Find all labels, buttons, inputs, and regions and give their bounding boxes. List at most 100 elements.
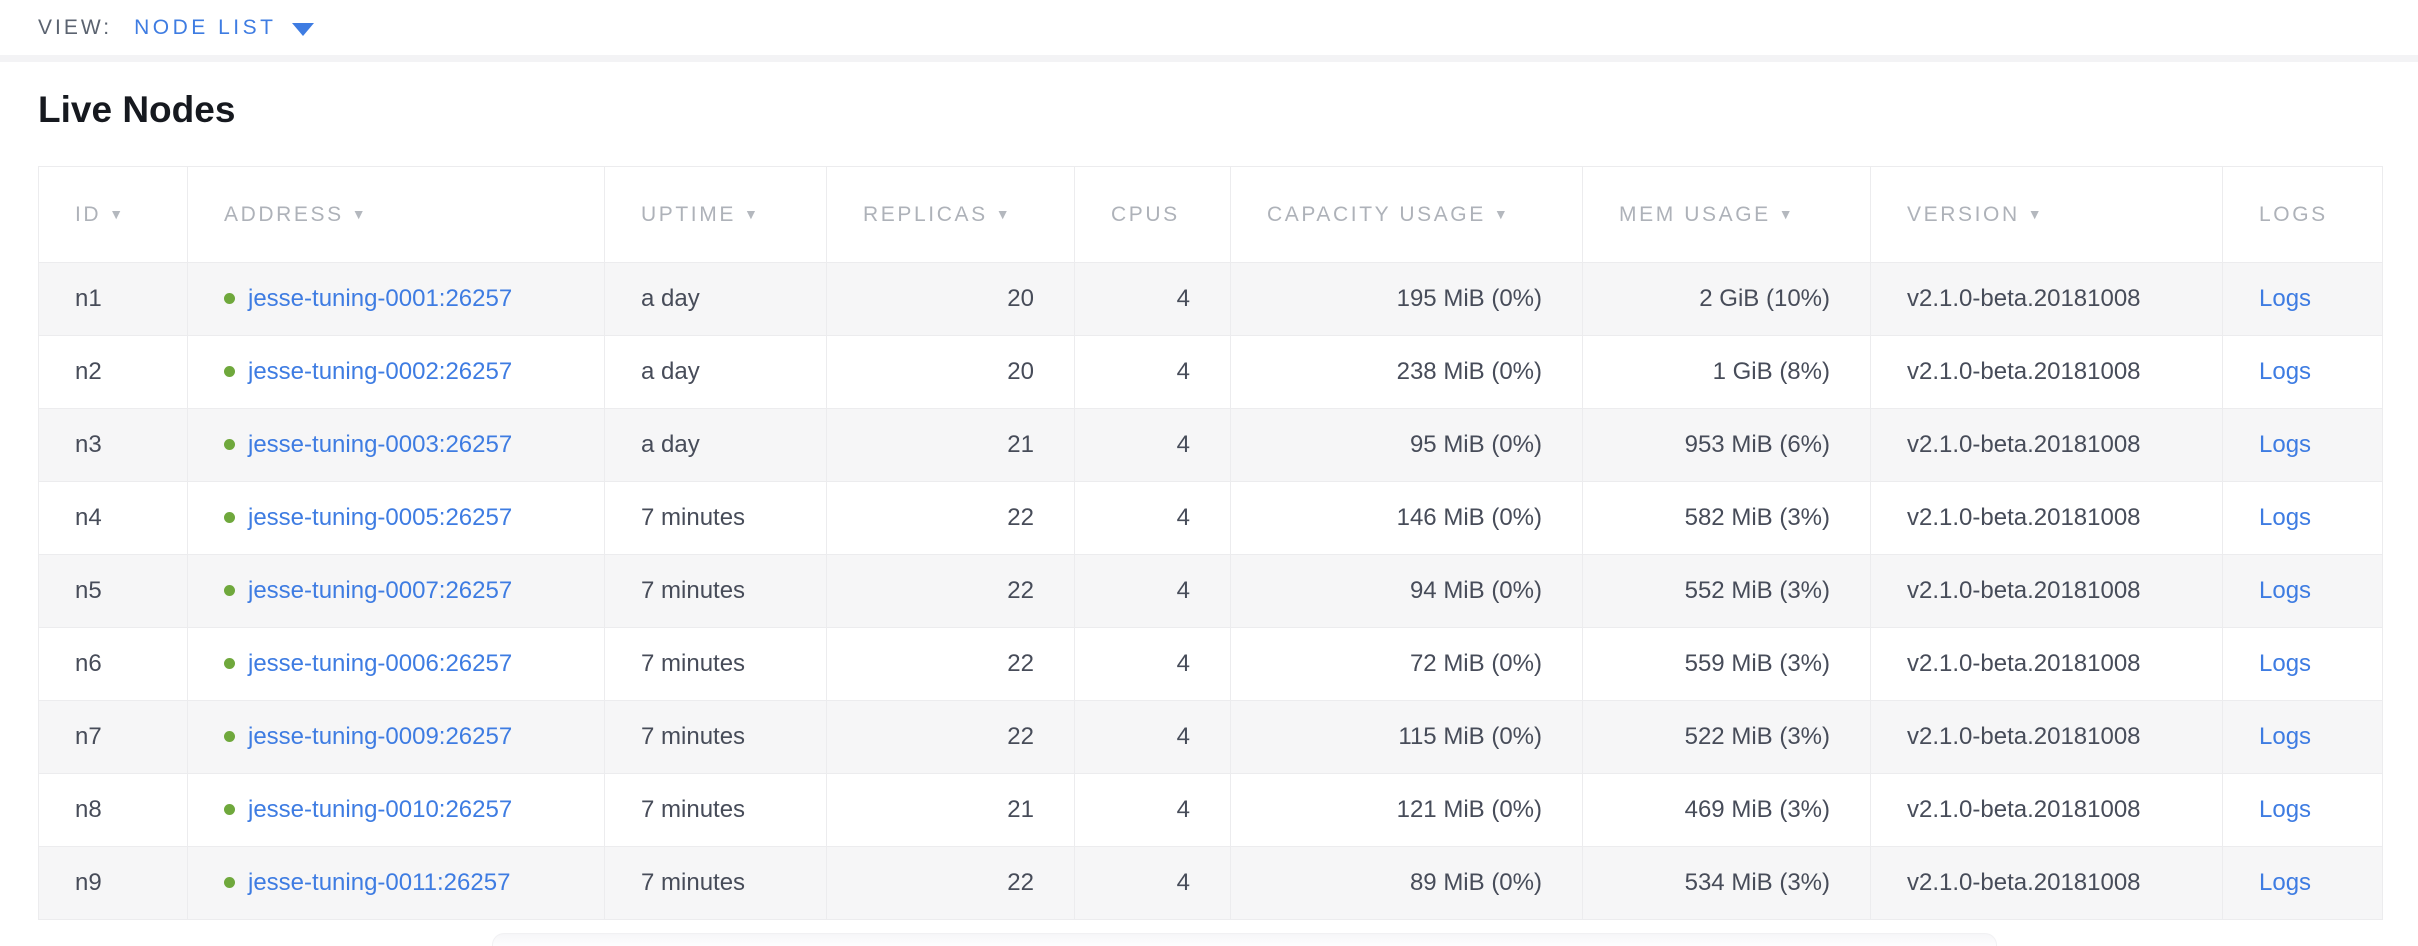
node-version-cell: v2.1.0-beta.20181008 xyxy=(1870,700,2223,774)
node-address-cell: jesse-tuning-0011:26257 xyxy=(187,846,605,920)
sort-desc-icon: ▼ xyxy=(1493,205,1511,222)
node-row: n2 jesse-tuning-0002:26257 a day 20 4 23… xyxy=(38,335,2383,409)
node-live-status-icon xyxy=(224,293,235,304)
node-address-link[interactable]: jesse-tuning-0009:26257 xyxy=(248,723,513,750)
column-header-label: ADDRESS xyxy=(224,202,344,226)
node-cpus-cell: 4 xyxy=(1074,408,1231,482)
column-header-label: CAPACITY USAGE xyxy=(1267,202,1486,226)
node-mem-cell: 522 MiB (3%) xyxy=(1582,700,1871,774)
node-logs-link[interactable]: Logs xyxy=(2259,285,2312,312)
sort-desc-icon: ▼ xyxy=(351,205,369,222)
column-header-label: MEM USAGE xyxy=(1619,202,1771,226)
column-header-uptime[interactable]: UPTIME ▼ xyxy=(604,166,827,263)
node-replicas-cell: 20 xyxy=(826,335,1075,409)
node-id-cell: n3 xyxy=(38,408,188,482)
node-mem-cell: 953 MiB (6%) xyxy=(1582,408,1871,482)
node-id-cell: n1 xyxy=(38,262,188,336)
live-nodes-table: ID ▼ ADDRESS ▼ UPTIME ▼ REPLICAS ▼ CPUS CAPA… xyxy=(38,166,2383,920)
node-cpus-cell: 4 xyxy=(1074,700,1231,774)
node-logs-cell: Logs xyxy=(2222,773,2383,847)
node-mem-cell: 2 GiB (10%) xyxy=(1582,262,1871,336)
node-id-cell: n8 xyxy=(38,773,188,847)
node-replicas-cell: 22 xyxy=(826,481,1075,555)
sort-desc-icon: ▼ xyxy=(995,205,1013,222)
node-address-link[interactable]: jesse-tuning-0010:26257 xyxy=(248,796,513,823)
node-cpus-cell: 4 xyxy=(1074,846,1231,920)
next-section-peek xyxy=(492,933,1997,946)
node-mem-cell: 534 MiB (3%) xyxy=(1582,846,1871,920)
node-id-cell: n7 xyxy=(38,700,188,774)
column-header-address[interactable]: ADDRESS ▼ xyxy=(187,166,605,263)
node-logs-cell: Logs xyxy=(2222,627,2383,701)
column-header-replicas[interactable]: REPLICAS ▼ xyxy=(826,166,1075,263)
node-address-cell: jesse-tuning-0005:26257 xyxy=(187,481,605,555)
column-header-version[interactable]: VERSION ▼ xyxy=(1870,166,2223,263)
sort-desc-icon: ▼ xyxy=(109,205,126,222)
node-capacity-cell: 72 MiB (0%) xyxy=(1230,627,1583,701)
node-cpus-cell: 4 xyxy=(1074,262,1231,336)
node-address-link[interactable]: jesse-tuning-0011:26257 xyxy=(248,869,511,896)
node-address-link[interactable]: jesse-tuning-0007:26257 xyxy=(248,577,513,604)
node-id-cell: n2 xyxy=(38,335,188,409)
node-uptime-cell: 7 minutes xyxy=(604,627,827,701)
node-row: n3 jesse-tuning-0003:26257 a day 21 4 95… xyxy=(38,408,2383,482)
node-address-cell: jesse-tuning-0003:26257 xyxy=(187,408,605,482)
node-uptime-cell: 7 minutes xyxy=(604,846,827,920)
node-address-cell: jesse-tuning-0010:26257 xyxy=(187,773,605,847)
node-logs-cell: Logs xyxy=(2222,262,2383,336)
node-logs-cell: Logs xyxy=(2222,335,2383,409)
node-uptime-cell: a day xyxy=(604,408,827,482)
node-uptime-cell: a day xyxy=(604,262,827,336)
node-capacity-cell: 146 MiB (0%) xyxy=(1230,481,1583,555)
column-header-id[interactable]: ID ▼ xyxy=(38,166,188,263)
node-id-cell: n9 xyxy=(38,846,188,920)
node-logs-link[interactable]: Logs xyxy=(2259,796,2312,823)
node-capacity-cell: 238 MiB (0%) xyxy=(1230,335,1583,409)
node-address-cell: jesse-tuning-0006:26257 xyxy=(187,627,605,701)
node-version-cell: v2.1.0-beta.20181008 xyxy=(1870,846,2223,920)
node-version-cell: v2.1.0-beta.20181008 xyxy=(1870,627,2223,701)
node-address-cell: jesse-tuning-0009:26257 xyxy=(187,700,605,774)
node-replicas-cell: 22 xyxy=(826,627,1075,701)
node-logs-link[interactable]: Logs xyxy=(2259,723,2312,750)
table-header-row: ID ▼ ADDRESS ▼ UPTIME ▼ REPLICAS ▼ CPUS CAPA… xyxy=(38,166,2383,263)
node-address-link[interactable]: jesse-tuning-0002:26257 xyxy=(248,358,513,385)
view-selector-dropdown[interactable]: NODE LIST xyxy=(134,16,315,40)
column-header-label: REPLICAS xyxy=(863,202,988,226)
node-mem-cell: 1 GiB (8%) xyxy=(1582,335,1871,409)
node-row: n7 jesse-tuning-0009:26257 7 minutes 22 … xyxy=(38,700,2383,774)
node-mem-cell: 469 MiB (3%) xyxy=(1582,773,1871,847)
node-logs-link[interactable]: Logs xyxy=(2259,869,2312,896)
node-row: n9 jesse-tuning-0011:26257 7 minutes 22 … xyxy=(38,846,2383,920)
node-uptime-cell: a day xyxy=(604,335,827,409)
node-cpus-cell: 4 xyxy=(1074,554,1231,628)
node-logs-link[interactable]: Logs xyxy=(2259,650,2312,677)
node-logs-link[interactable]: Logs xyxy=(2259,358,2312,385)
node-uptime-cell: 7 minutes xyxy=(604,773,827,847)
view-bar: VIEW: NODE LIST xyxy=(0,0,2418,55)
node-uptime-cell: 7 minutes xyxy=(604,554,827,628)
sort-desc-icon: ▼ xyxy=(1778,205,1796,222)
node-row: n4 jesse-tuning-0005:26257 7 minutes 22 … xyxy=(38,481,2383,555)
node-address-link[interactable]: jesse-tuning-0001:26257 xyxy=(248,285,513,312)
node-live-status-icon xyxy=(224,366,235,377)
node-capacity-cell: 121 MiB (0%) xyxy=(1230,773,1583,847)
node-logs-link[interactable]: Logs xyxy=(2259,504,2312,531)
column-header-cpus: CPUS xyxy=(1074,166,1231,263)
column-header-capacity[interactable]: CAPACITY USAGE ▼ xyxy=(1230,166,1583,263)
node-logs-link[interactable]: Logs xyxy=(2259,431,2312,458)
node-row: n5 jesse-tuning-0007:26257 7 minutes 22 … xyxy=(38,554,2383,628)
node-row: n8 jesse-tuning-0010:26257 7 minutes 21 … xyxy=(38,773,2383,847)
column-header-mem[interactable]: MEM USAGE ▼ xyxy=(1582,166,1871,263)
node-address-link[interactable]: jesse-tuning-0006:26257 xyxy=(248,650,513,677)
node-address-link[interactable]: jesse-tuning-0005:26257 xyxy=(248,504,513,531)
column-header-label: VERSION xyxy=(1907,202,2020,226)
node-logs-link[interactable]: Logs xyxy=(2259,577,2312,604)
node-logs-cell: Logs xyxy=(2222,700,2383,774)
node-live-status-icon xyxy=(224,731,235,742)
node-address-link[interactable]: jesse-tuning-0003:26257 xyxy=(248,431,513,458)
node-cpus-cell: 4 xyxy=(1074,481,1231,555)
node-capacity-cell: 95 MiB (0%) xyxy=(1230,408,1583,482)
node-replicas-cell: 22 xyxy=(826,846,1075,920)
node-row: n1 jesse-tuning-0001:26257 a day 20 4 19… xyxy=(38,262,2383,336)
